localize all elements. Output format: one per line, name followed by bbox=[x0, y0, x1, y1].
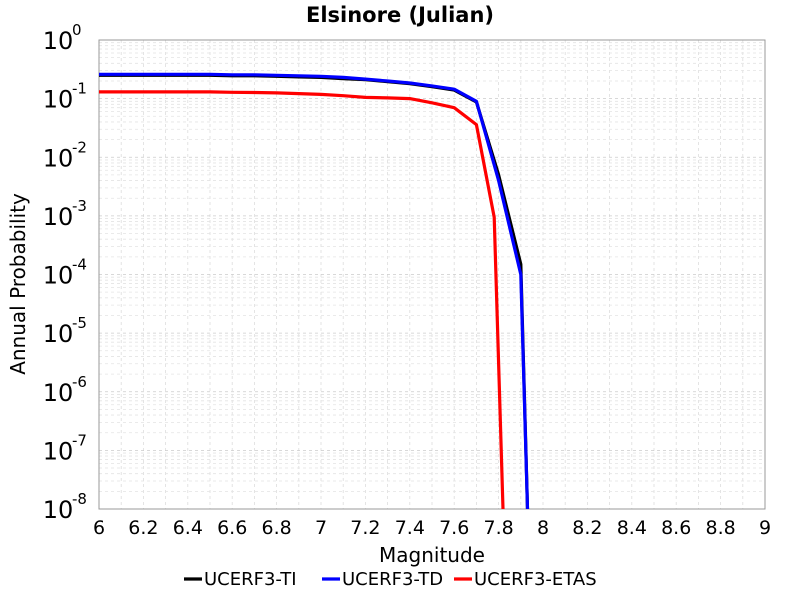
y-tick-exponent: -2 bbox=[72, 138, 87, 156]
y-axis-label: Annual Probability bbox=[6, 193, 30, 375]
y-tick-exponent: -7 bbox=[72, 431, 87, 449]
y-tick-label: 10 bbox=[43, 496, 74, 524]
x-tick-label: 8.4 bbox=[617, 517, 647, 539]
legend-label: UCERF3-TD bbox=[342, 569, 443, 590]
grid bbox=[98, 40, 766, 510]
y-tick-label: 10 bbox=[43, 262, 74, 290]
x-tick-label: 7.2 bbox=[350, 517, 380, 539]
y-tick-exponent: -3 bbox=[72, 197, 87, 215]
x-tick-label: 8.8 bbox=[705, 517, 735, 539]
y-tick-exponent: 0 bbox=[72, 21, 82, 39]
y-tick-label: 10 bbox=[43, 203, 74, 231]
x-tick-label: 9 bbox=[759, 517, 771, 539]
plot-area bbox=[98, 39, 766, 510]
y-tick-label: 10 bbox=[43, 320, 74, 348]
y-tick-exponent: -6 bbox=[72, 373, 87, 391]
y-tick-label: 10 bbox=[43, 27, 74, 55]
y-tick-exponent: -1 bbox=[72, 80, 87, 98]
x-axis-ticks: 6 6.2 6.4 6.6 6.8 7 7.2 7.4 7.6 7.8 8 8.2 8.4 8.6 8.8 9 bbox=[93, 517, 771, 539]
y-tick-label: 10 bbox=[43, 379, 74, 407]
x-tick-label: 7.4 bbox=[395, 517, 425, 539]
legend-label: UCERF3-ETAS bbox=[474, 569, 597, 590]
x-tick-label: 7.6 bbox=[439, 517, 469, 539]
y-tick-exponent: -8 bbox=[72, 490, 87, 508]
x-tick-label: 8.6 bbox=[661, 517, 691, 539]
series-lines bbox=[99, 72, 530, 509]
x-tick-label: 6 bbox=[93, 517, 105, 539]
x-axis-label: Magnitude bbox=[379, 543, 485, 567]
legend-label: UCERF3-TI bbox=[204, 569, 297, 590]
x-tick-label: 6.2 bbox=[128, 517, 158, 539]
y-tick-label: 10 bbox=[43, 86, 74, 114]
series-line-ucerf3-ti bbox=[99, 73, 530, 509]
x-tick-label: 6.6 bbox=[217, 517, 247, 539]
chart-title: Elsinore (Julian) bbox=[306, 3, 494, 27]
series-line-ucerf3-etas bbox=[99, 90, 505, 509]
series-line-ucerf3-td bbox=[99, 72, 530, 509]
legend: UCERF3-TI UCERF3-TD UCERF3-ETAS bbox=[184, 569, 597, 590]
y-tick-exponent: -5 bbox=[72, 314, 87, 332]
x-tick-label: 6.8 bbox=[261, 517, 291, 539]
x-tick-label: 7.8 bbox=[483, 517, 513, 539]
x-tick-label: 7 bbox=[315, 517, 327, 539]
x-tick-label: 8 bbox=[537, 517, 549, 539]
y-tick-label: 10 bbox=[43, 144, 74, 172]
y-tick-label: 10 bbox=[43, 437, 74, 465]
x-tick-label: 6.4 bbox=[173, 517, 203, 539]
x-tick-label: 8.2 bbox=[572, 517, 602, 539]
y-tick-exponent: -4 bbox=[72, 256, 87, 274]
